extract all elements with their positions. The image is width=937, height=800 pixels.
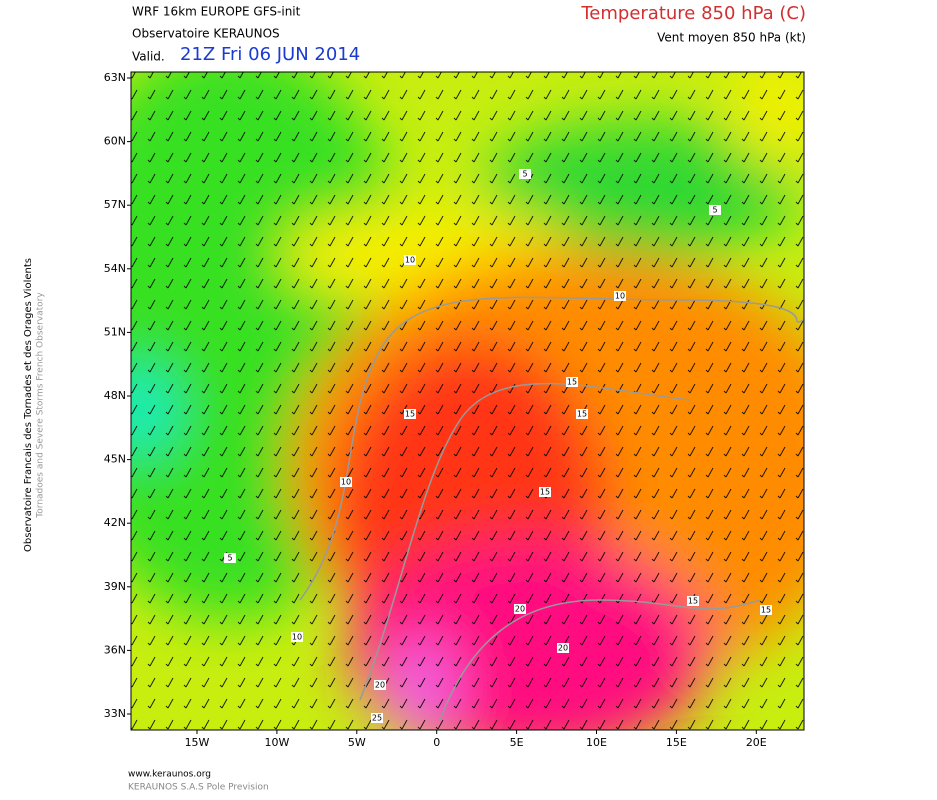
lat-label: 45N xyxy=(104,453,126,466)
lon-label: 5E xyxy=(510,736,524,749)
lat-label: 36N xyxy=(104,643,126,656)
contour-label-bg xyxy=(614,291,626,301)
valid-prefix: Valid. xyxy=(132,50,165,64)
contour-label: 10 xyxy=(405,256,415,265)
lat-label: 33N xyxy=(104,707,126,720)
lat-label: 39N xyxy=(104,580,126,593)
contour-label-bg xyxy=(539,487,551,497)
contour-label: 15 xyxy=(688,597,698,606)
contour-label: 5 xyxy=(522,170,527,179)
lon-label: 5W xyxy=(348,736,366,749)
temperature-field xyxy=(131,72,804,730)
contour-label-bg xyxy=(557,643,569,653)
side-text: Tornadoes and Severe Storms French Obser… xyxy=(36,292,46,519)
contour-label-bg xyxy=(224,553,236,563)
lon-label: 0 xyxy=(433,736,440,749)
contour-label: 10 xyxy=(341,478,351,487)
map-frame xyxy=(130,71,805,731)
contour-label-bg xyxy=(519,169,531,179)
contour-label-bg xyxy=(340,477,352,487)
contour-label: 15 xyxy=(567,378,577,387)
contour-label-bg xyxy=(514,604,526,614)
lat-label: 48N xyxy=(104,389,126,402)
lon-label: 10W xyxy=(264,736,289,749)
contour-label-bg xyxy=(576,409,588,419)
contour-label: 10 xyxy=(292,633,302,642)
lon-label: 10E xyxy=(586,736,607,749)
contour-label: 25 xyxy=(372,714,382,723)
contour-label-bg xyxy=(404,255,416,265)
model-label: WRF 16km EUROPE GFS-init xyxy=(132,5,301,19)
contour-label-bg xyxy=(291,632,303,642)
lat-label: 42N xyxy=(104,516,126,529)
contour-label-bg xyxy=(371,713,383,723)
contour-label: 20 xyxy=(515,605,525,614)
contour-label-bg xyxy=(687,596,699,606)
contour-label: 20 xyxy=(558,644,568,653)
lat-label: 63N xyxy=(104,71,126,84)
observatory-label: Observatoire KERAUNOS xyxy=(132,27,280,41)
lon-label: 15E xyxy=(666,736,687,749)
lon-label: 20E xyxy=(746,736,767,749)
contour-label: 5 xyxy=(712,206,717,215)
contour-label-bg xyxy=(566,377,578,387)
footer-url: www.keraunos.org xyxy=(128,770,211,780)
lat-label: 57N xyxy=(104,198,126,211)
contour-label: 20 xyxy=(375,681,385,690)
valid-time: 21Z Fri 06 JUN 2014 xyxy=(180,44,360,65)
contour-label: 10 xyxy=(615,292,625,301)
map-subtitle: Vent moyen 850 hPa (kt) xyxy=(657,31,806,45)
lat-label: 54N xyxy=(104,262,126,275)
contour-label: 15 xyxy=(577,410,587,419)
contour-label-bg xyxy=(374,680,386,690)
contour-label: 15 xyxy=(405,410,415,419)
contour-label: 15 xyxy=(761,606,771,615)
footer-company: KERAUNOS S.A.S Pole Prevision xyxy=(128,783,269,793)
map-title: Temperature 850 hPa (C) xyxy=(580,3,806,24)
lon-label: 15W xyxy=(185,736,210,749)
lat-label: 60N xyxy=(104,135,126,148)
contour-label: 5 xyxy=(227,554,232,563)
side-text: Observatoire Francais des Tornades et de… xyxy=(23,258,34,552)
contour-label-bg xyxy=(709,205,721,215)
contour-label: 15 xyxy=(540,488,550,497)
contour-label-bg xyxy=(760,605,772,615)
lat-label: 51N xyxy=(104,325,126,338)
contour-label-bg xyxy=(404,409,416,419)
